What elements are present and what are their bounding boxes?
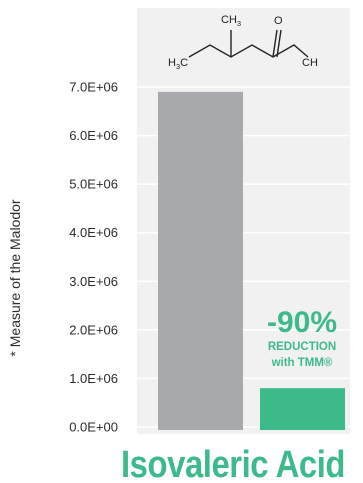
y-tick-label: 4.0E+06 bbox=[69, 225, 118, 240]
y-axis-label: * Measure of the Malodor bbox=[7, 199, 23, 357]
y-tick-label: 5.0E+06 bbox=[69, 177, 118, 192]
reduction-annotation: -90% REDUCTION with TMM® bbox=[267, 306, 337, 369]
y-tick-label: 2.0E+06 bbox=[69, 322, 118, 337]
y-tick-label: 1.0E+06 bbox=[69, 371, 118, 386]
molecule-bonds bbox=[188, 44, 309, 58]
y-axis: 0.0E+00 1.0E+06 2.0E+06 3.0E+06 4.0E+06 5.0E+… bbox=[69, 80, 118, 435]
molecule-carbonyl-bond-2 bbox=[276, 29, 282, 58]
molecule-left-group: H3C bbox=[168, 57, 188, 71]
molecule-carbonyl-bond bbox=[272, 29, 278, 58]
bars bbox=[158, 91, 345, 430]
y-tick-label: 7.0E+06 bbox=[69, 80, 118, 95]
bar bbox=[158, 91, 243, 430]
y-tick-label: 6.0E+06 bbox=[69, 128, 118, 143]
reduction-label: REDUCTION bbox=[268, 341, 336, 353]
y-tick-label: 3.0E+06 bbox=[69, 274, 118, 289]
chart-title: Isovaleric Acid bbox=[121, 444, 345, 483]
bar bbox=[260, 388, 345, 430]
molecule-structure: CH3 H3C O CH bbox=[168, 14, 318, 71]
molecule-top-group: CH3 bbox=[221, 14, 241, 28]
y-tick-label: 0.0E+00 bbox=[69, 420, 118, 435]
reduction-product-label: with TMM® bbox=[271, 357, 333, 369]
molecule-oxygen: O bbox=[274, 15, 283, 27]
molecule-right-group: CH bbox=[302, 57, 318, 69]
reduction-percent: -90% bbox=[267, 306, 337, 339]
